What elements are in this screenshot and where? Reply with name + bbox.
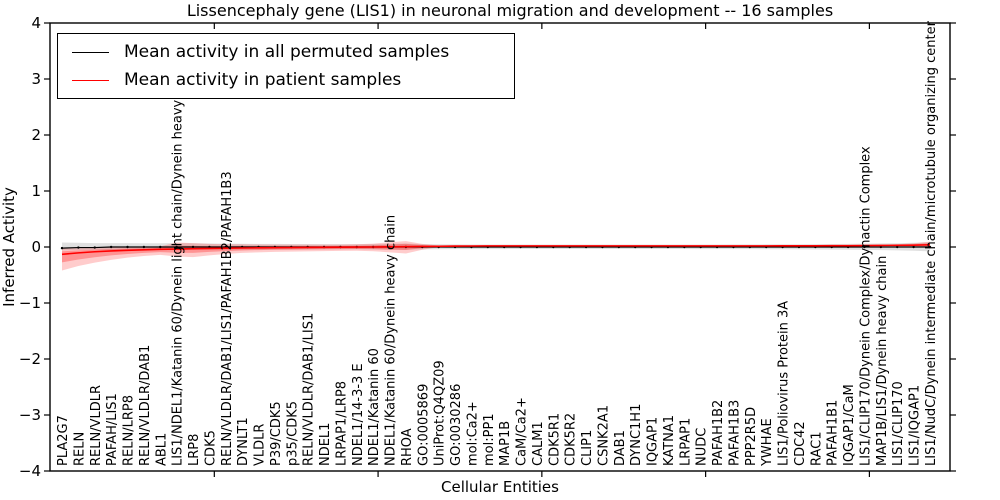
x-category-label: mol:PP1 [482, 413, 497, 466]
x-category-label: mol:Ca2+ [465, 401, 480, 466]
x-category-label: IQGAP1/CaM [842, 384, 857, 466]
x-category-label: LIS1/CLIP170 [891, 381, 906, 466]
x-category-label: MAP1B/LIS1/Dynein heavy chain [875, 256, 890, 466]
x-category-label: RHOA [400, 428, 415, 466]
x-category-label: ABL1 [154, 433, 169, 466]
x-category-label: p35/CDK5 [285, 401, 300, 466]
y-tick-label: −3 [19, 406, 41, 424]
legend-label-permuted: Mean activity in all permuted samples [124, 42, 450, 62]
x-category-label: KATNA1 [662, 415, 677, 466]
x-category-label: CDK5 [203, 430, 218, 466]
x-category-label: LIS1/NDEL1/Katanin 60/Dynein light chain… [171, 60, 186, 466]
x-category-label: CDK5R1 [547, 413, 562, 466]
legend-item-patient: Mean activity in patient samples [72, 70, 514, 90]
series-permuted-marker [928, 245, 932, 249]
x-category-label: NDEL1 [318, 423, 333, 466]
x-category-label: CDC42 [793, 421, 808, 466]
series-permuted-marker [77, 246, 80, 249]
x-category-label: RAC1 [809, 431, 824, 466]
x-category-label: PPP2R5D [744, 407, 759, 466]
series-permuted-marker [863, 245, 866, 249]
y-tick-label: −2 [19, 350, 41, 368]
x-category-label: LRP8 [187, 434, 202, 466]
y-tick-label: 3 [31, 70, 41, 88]
x-category-label: RELN/VLDLR/DAB1/LIS1 [302, 313, 317, 466]
x-category-label: LRPAP1 [678, 418, 693, 466]
x-axis-label: Cellular Entities [441, 478, 559, 496]
x-category-label: VLDLR [253, 424, 268, 466]
x-category-label: GO:0030286 [449, 384, 464, 466]
x-category-label: LIS1/CLIP170/Dynein Complex/Dynactin Com… [858, 146, 873, 466]
x-category-label: CSNK2A1 [596, 405, 611, 466]
x-category-label: RELN/LRP8 [122, 395, 137, 466]
x-category-label: CALM1 [531, 421, 546, 466]
series-permuted-marker [912, 245, 915, 249]
legend-item-permuted: Mean activity in all permuted samples [72, 42, 514, 62]
x-category-label: PAFAH/LIS1 [105, 393, 120, 466]
series-patient-line [61, 243, 931, 256]
legend-label-patient: Mean activity in patient samples [124, 70, 402, 90]
y-tick-label: 1 [31, 182, 41, 200]
series-permuted-marker [109, 245, 113, 249]
x-category-label: PLA2G7 [56, 415, 71, 466]
x-category-label: LIS1/IQGAP1 [908, 385, 923, 466]
series-permuted-marker [126, 245, 129, 249]
x-category-label: DAB1 [613, 430, 628, 466]
patient-line-swatch [72, 79, 109, 81]
y-tick-label: 2 [31, 126, 41, 144]
x-category-label: NUDC [695, 428, 710, 466]
x-category-label: CaM/Ca2+ [515, 397, 530, 466]
legend: Mean activity in all permuted samples Me… [57, 33, 515, 99]
x-category-label: DYNC1H1 [629, 404, 644, 466]
x-category-label: LRPAP1/LRP8 [334, 381, 349, 466]
series-permuted-marker [142, 245, 146, 249]
y-tick-label: 0 [31, 238, 41, 256]
x-category-label: PAFAH1B1 [826, 400, 841, 466]
x-category-label: PAFAH1B3 [727, 400, 742, 466]
chart-title: Lissencephaly gene (LIS1) in neuronal mi… [186, 1, 834, 20]
patient-confidence-band-outer [62, 241, 930, 271]
series-permuted-marker [208, 245, 211, 249]
y-tick-label: 4 [31, 14, 41, 32]
x-category-label: RELN/VLDLR [89, 385, 104, 466]
x-category-label: RELN/VLDLR/DAB1/LIS1/PAFAH1B2/PAFAH1B3 [220, 171, 235, 466]
y-axis-label: Inferred Activity [0, 187, 18, 307]
x-category-label: UniProt:Q4QZ09 [433, 360, 448, 466]
x-category-label: P39/CDK5 [269, 401, 284, 466]
series-permuted-marker [879, 245, 883, 249]
x-category-label: LIS1/Poliovirus Protein 3A [777, 301, 792, 466]
permuted-line-swatch [72, 51, 109, 53]
x-category-label: LIS1/NudC/Dynein intermediate chain/micr… [924, 20, 939, 466]
x-category-label: PAFAH1B2 [711, 400, 726, 466]
series-permuted-marker [60, 246, 64, 250]
x-category-label: MAP1B [498, 421, 513, 466]
series-permuted-line [61, 246, 930, 249]
x-category-label: CLIP1 [580, 430, 595, 466]
x-category-label: NDEL1/Katanin 60 [367, 348, 382, 466]
y-tick-label: −4 [19, 462, 41, 480]
series-permuted-marker [159, 245, 162, 249]
x-category-label: NDEL1/Katanin 60/Dynein heavy chain [384, 215, 399, 466]
y-tick-label: −1 [19, 294, 41, 312]
x-category-label: RELN [72, 432, 87, 466]
series-permuted-marker [896, 245, 899, 249]
x-category-label: DYNLT1 [236, 417, 251, 466]
x-category-label: RELN/VLDLR/DAB1 [138, 345, 153, 466]
x-category-label: NDEL1/14-3-3 E [351, 363, 366, 466]
series-permuted-marker [93, 246, 96, 249]
x-category-label: IQGAP1 [646, 417, 661, 466]
series-permuted-marker [191, 245, 195, 249]
series-permuted-marker [175, 245, 178, 249]
x-category-label: CDK5R2 [564, 413, 579, 466]
x-category-label: GO:0005869 [416, 384, 431, 466]
x-category-label: YWHAE [760, 418, 775, 467]
